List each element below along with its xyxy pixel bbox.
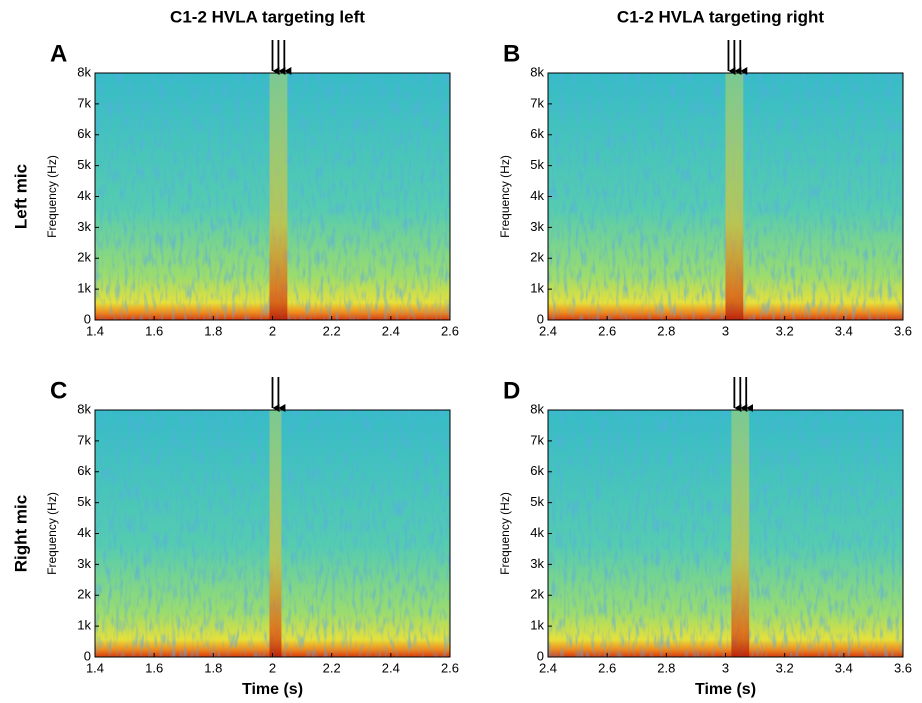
row-label: Right mic xyxy=(11,495,30,572)
event-streak xyxy=(737,410,744,657)
x-tick-label: 2 xyxy=(269,660,276,675)
event-streak xyxy=(731,73,738,320)
y-tick-label: 7k xyxy=(77,432,91,447)
y-tick-label: 3k xyxy=(77,556,91,571)
x-tick-label: 3 xyxy=(722,323,729,338)
y-axis-label: Frequency (Hz) xyxy=(45,155,59,238)
y-axis-label: Frequency (Hz) xyxy=(45,492,59,575)
x-tick-label: 2 xyxy=(269,323,276,338)
y-tick-label: 7k xyxy=(77,95,91,110)
y-tick-label: 8k xyxy=(77,64,91,79)
event-streak xyxy=(275,410,282,657)
y-tick-label: 7k xyxy=(530,95,544,110)
y-tick-label: 2k xyxy=(77,250,91,265)
y-tick-label: 0 xyxy=(537,311,544,326)
x-tick-label: 2.4 xyxy=(539,323,557,338)
y-axis-label: Frequency (Hz) xyxy=(498,492,512,575)
x-tick-label: 3.2 xyxy=(776,323,794,338)
y-axis-label: Frequency (Hz) xyxy=(498,155,512,238)
event-streak xyxy=(281,73,288,320)
y-tick-label: 8k xyxy=(530,64,544,79)
y-tick-label: 1k xyxy=(77,281,91,296)
y-tick-label: 5k xyxy=(530,494,544,509)
y-tick-label: 3k xyxy=(530,219,544,234)
y-tick-label: 8k xyxy=(530,401,544,416)
x-tick-label: 3.4 xyxy=(835,323,853,338)
x-axis-label: Time (s) xyxy=(242,681,303,698)
panel: B Frequency (Hz) 0 1k 2k 3k 4k 5k 6k 7k 8k 2.4 2.6 2.… xyxy=(498,40,912,338)
y-tick-label: 0 xyxy=(84,648,91,663)
event-streak xyxy=(737,73,744,320)
x-tick-label: 3.2 xyxy=(776,660,794,675)
x-tick-label: 3 xyxy=(722,660,729,675)
x-tick-label: 2.6 xyxy=(598,323,616,338)
event-streak xyxy=(275,73,282,320)
y-tick-label: 2k xyxy=(530,250,544,265)
event-streak xyxy=(269,73,276,320)
event-streak xyxy=(269,410,276,657)
panel-label: D xyxy=(503,377,520,404)
x-tick-label: 1.6 xyxy=(145,323,163,338)
y-tick-label: 2k xyxy=(530,587,544,602)
y-tick-label: 4k xyxy=(77,188,91,203)
y-tick-label: 4k xyxy=(77,525,91,540)
x-tick-label: 3.6 xyxy=(894,323,912,338)
y-tick-label: 3k xyxy=(77,219,91,234)
y-tick-label: 6k xyxy=(530,463,544,478)
y-tick-label: 8k xyxy=(77,401,91,416)
y-tick-label: 6k xyxy=(77,126,91,141)
y-tick-label: 2k xyxy=(77,587,91,602)
row-label: Left mic xyxy=(11,164,30,229)
y-tick-label: 5k xyxy=(77,157,91,172)
y-tick-label: 1k xyxy=(530,281,544,296)
panel-label: B xyxy=(503,40,520,67)
x-axis-label: Time (s) xyxy=(695,681,756,698)
y-tick-label: 6k xyxy=(530,126,544,141)
y-tick-label: 5k xyxy=(77,494,91,509)
y-tick-label: 1k xyxy=(77,618,91,633)
y-tick-label: 5k xyxy=(530,157,544,172)
event-streak xyxy=(743,410,750,657)
x-tick-label: 2.8 xyxy=(657,323,675,338)
x-tick-label: 1.4 xyxy=(86,660,104,675)
x-tick-label: 2.4 xyxy=(539,660,557,675)
column-title: C1-2 HVLA targeting left xyxy=(170,7,365,26)
x-tick-label: 1.8 xyxy=(204,323,222,338)
panel: A Frequency (Hz) 0 1k 2k 3k 4k 5k 6k 7k 8k 1.4 1.6 1.… xyxy=(45,40,459,338)
x-tick-label: 2.4 xyxy=(382,660,400,675)
x-tick-label: 2.4 xyxy=(382,323,400,338)
x-tick-label: 1.8 xyxy=(204,660,222,675)
x-tick-label: 2.6 xyxy=(598,660,616,675)
x-tick-label: 3.6 xyxy=(894,660,912,675)
x-tick-label: 2.8 xyxy=(657,660,675,675)
x-tick-label: 2.6 xyxy=(441,323,459,338)
y-tick-label: 1k xyxy=(530,618,544,633)
y-tick-label: 7k xyxy=(530,432,544,447)
y-tick-label: 4k xyxy=(530,525,544,540)
panel: D Frequency (Hz) Time (s) 0 1k 2k 3k 4k 5k 6k 7k 8k… xyxy=(498,377,912,698)
x-tick-label: 1.4 xyxy=(86,323,104,338)
y-tick-label: 4k xyxy=(530,188,544,203)
y-tick-label: 6k xyxy=(77,463,91,478)
event-streak xyxy=(731,410,738,657)
spectrogram-texture xyxy=(548,410,903,657)
column-title: C1-2 HVLA targeting right xyxy=(617,7,824,26)
x-tick-label: 2.2 xyxy=(323,323,341,338)
panel-label: C xyxy=(50,377,67,404)
x-tick-label: 3.4 xyxy=(835,660,853,675)
event-streak xyxy=(725,73,732,320)
panel: C Frequency (Hz) Time (s) 0 1k 2k 3k 4k 5k 6k 7k 8k… xyxy=(45,377,459,698)
y-tick-label: 0 xyxy=(84,311,91,326)
y-tick-label: 0 xyxy=(537,648,544,663)
x-tick-label: 2.6 xyxy=(441,660,459,675)
panel-label: A xyxy=(50,40,67,67)
x-tick-label: 1.6 xyxy=(145,660,163,675)
x-tick-label: 2.2 xyxy=(323,660,341,675)
y-tick-label: 3k xyxy=(530,556,544,571)
